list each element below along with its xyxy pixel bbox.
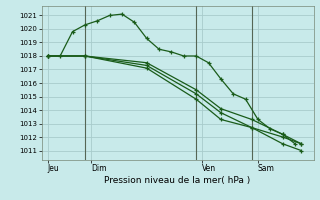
- X-axis label: Pression niveau de la mer( hPa ): Pression niveau de la mer( hPa ): [104, 176, 251, 185]
